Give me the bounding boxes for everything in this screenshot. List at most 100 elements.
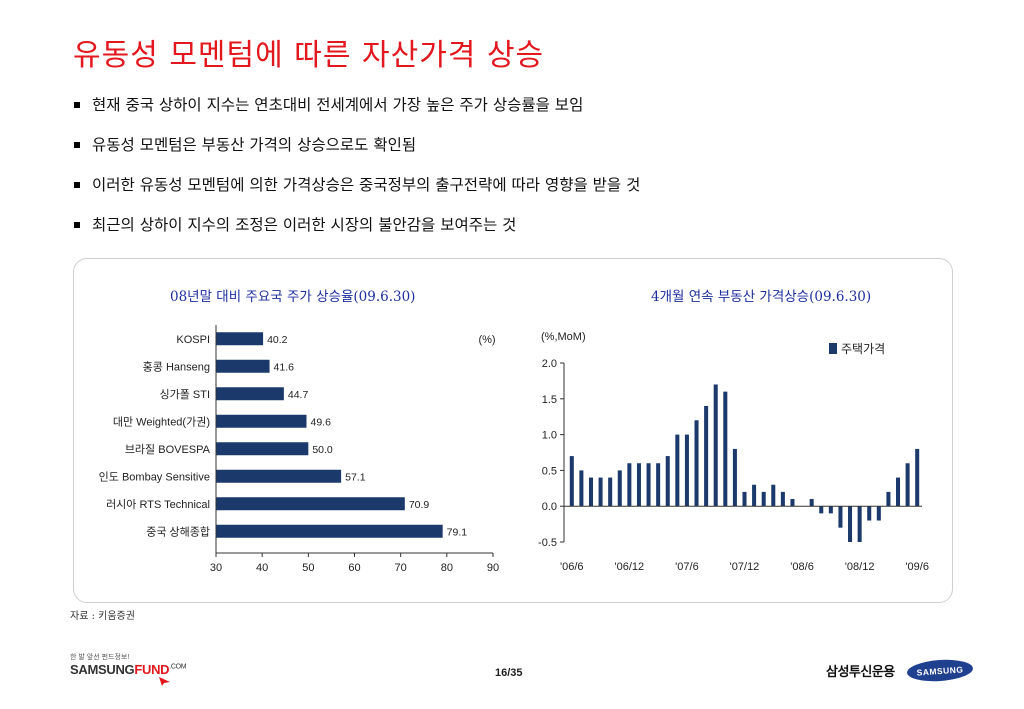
x-tick-label: '09/6: [905, 561, 929, 573]
right-chart-title: 4개월 연속 부동산 가격상승(09.6.30): [651, 289, 872, 305]
category-label: KOSPI: [176, 334, 210, 346]
bar: [694, 420, 699, 507]
bar: [579, 470, 584, 507]
bar: [569, 456, 574, 507]
logo-main: SAMSUNG: [70, 662, 135, 677]
bar: [732, 448, 737, 507]
bar: [617, 470, 622, 507]
bar: [790, 499, 795, 507]
bullet-list: 현재 중국 상하이 지수는 연초대비 전세계에서 가장 높은 주가 상승률을 보…: [72, 92, 640, 252]
bar: [627, 463, 632, 507]
bar: [761, 491, 766, 507]
bar: [828, 506, 833, 514]
category-label: 대만 Weighted(가권): [113, 415, 210, 428]
bar: [723, 391, 728, 507]
logo-suffix: .COM: [169, 663, 187, 671]
category-label: 브라질 BOVESPA: [125, 443, 211, 456]
logo-wordmark: SAMSUNGFUND.COM: [70, 662, 187, 677]
bullet-item: 현재 중국 상하이 지수는 연초대비 전세계에서 가장 높은 주가 상승률을 보…: [72, 92, 640, 132]
x-tick-label: 40: [256, 562, 268, 574]
bullet-item: 이러한 유동성 모멘텀에 의한 가격상승은 중국정부의 출구전략에 따라 영향을…: [72, 172, 640, 212]
bar: [588, 477, 594, 507]
x-tick-label: '07/6: [675, 561, 699, 573]
y-tick-label: -0.5: [538, 537, 557, 549]
y-tick-label: 1.0: [542, 430, 557, 442]
bar: [809, 499, 814, 507]
samsungfund-logo[interactable]: 한 발 앞선 펀드정보! SAMSUNGFUND.COM: [70, 652, 187, 686]
bullet-marker: [74, 102, 80, 108]
bullet-text: 유동성 모멘텀은 부동산 가격의 상승으로도 확인됨: [92, 136, 417, 154]
bar: [646, 463, 651, 507]
bar: [886, 491, 891, 507]
bar: [216, 524, 443, 538]
category-label: 중국 상해종합: [146, 524, 210, 538]
bullet-text: 현재 중국 상하이 지수는 연초대비 전세계에서 가장 높은 주가 상승률을 보…: [92, 96, 584, 114]
x-tick-label: 80: [441, 562, 453, 574]
bar: [857, 506, 862, 542]
bar: [713, 384, 718, 507]
bar: [742, 491, 747, 507]
bar: [915, 448, 920, 507]
bar: [780, 491, 785, 507]
bar: [684, 434, 689, 507]
data-label: 40.2: [267, 334, 288, 346]
y-tick-label: 2.0: [542, 358, 557, 370]
bar: [704, 405, 709, 507]
bar: [216, 414, 307, 428]
bar: [752, 484, 757, 507]
bar: [656, 463, 661, 507]
housing-price-bar-chart: 2.0 1.5 1.0 0.5 0.0 -0.5'06/6 '06/12 '07/6 '07/1…: [538, 331, 929, 573]
bar: [636, 463, 641, 507]
data-label: 44.7: [288, 389, 309, 401]
logo-accent: FUND: [134, 662, 170, 677]
samsung-logo-text: SAMSUNG: [916, 663, 964, 678]
chart-panel: 08년말 대비 주요국 주가 상승율(09.6.30) 4개월 연속 부동산 가…: [73, 258, 953, 603]
bar: [598, 477, 603, 507]
x-tick-label: '08/12: [845, 561, 875, 573]
data-label: 50.0: [312, 444, 333, 456]
bar: [819, 506, 824, 514]
y-tick-label: 1.5: [542, 394, 557, 406]
bar: [216, 442, 309, 456]
bar: [867, 506, 872, 521]
bar: [216, 332, 264, 346]
x-tick-label: 30: [210, 562, 222, 574]
page-number: 16/35: [495, 667, 523, 679]
bar: [216, 497, 405, 511]
bar: [675, 434, 680, 507]
bar: [838, 506, 843, 528]
page-title: 유동성 모멘텀에 따른 자산가격 상승: [73, 38, 545, 73]
data-label: 79.1: [447, 526, 468, 538]
bar: [216, 387, 284, 401]
bar: [216, 359, 270, 373]
x-tick-label: 70: [395, 562, 407, 574]
y-tick-label: 0.0: [542, 501, 557, 513]
y-axis-label: (%,MoM): [541, 331, 586, 343]
logo-tagline: 한 발 앞선 펀드정보!: [70, 654, 130, 661]
bar: [771, 484, 776, 507]
x-tick-label: '08/6: [790, 561, 814, 573]
cursor-arrow-icon: [159, 677, 170, 686]
x-tick-label: 90: [487, 562, 499, 574]
bar: [608, 477, 613, 507]
unit-label: (%): [478, 334, 495, 346]
category-label: 싱가폴 STI: [159, 388, 210, 401]
category-label: 러시아 RTS Technical: [106, 498, 210, 511]
source-note: 자료 : 키움증권: [70, 611, 135, 622]
y-tick-label: 0.5: [542, 465, 557, 477]
bar: [905, 463, 910, 507]
bullet-text: 이러한 유동성 모멘텀에 의한 가격상승은 중국정부의 출구전략에 따라 영향을…: [92, 176, 641, 194]
bullet-item: 유동성 모멘텀은 부동산 가격의 상승으로도 확인됨: [72, 132, 640, 172]
category-label: 인도 Bombay Sensitive: [99, 470, 210, 483]
bullet-marker: [74, 182, 80, 188]
left-chart-title: 08년말 대비 주요국 주가 상승율(09.6.30): [170, 289, 416, 305]
samsung-logo[interactable]: SAMSUNG: [906, 657, 974, 684]
bullet-item: 최근의 상하이 지수의 조정은 이러한 시장의 불안감을 보여주는 것: [72, 212, 640, 252]
stock-return-bar-chart: KOSPI 40.2 홍콩 Hanseng 41.6 싱가폴 STI 44.7 대만 Wei…: [99, 325, 499, 574]
x-tick-label: '06/6: [560, 561, 584, 573]
category-label: 홍콩 Hanseng: [143, 359, 210, 373]
bar: [876, 506, 881, 521]
x-tick-label: '06/12: [615, 561, 645, 573]
bar: [665, 456, 670, 507]
legend-label: 주택가격: [841, 342, 885, 356]
